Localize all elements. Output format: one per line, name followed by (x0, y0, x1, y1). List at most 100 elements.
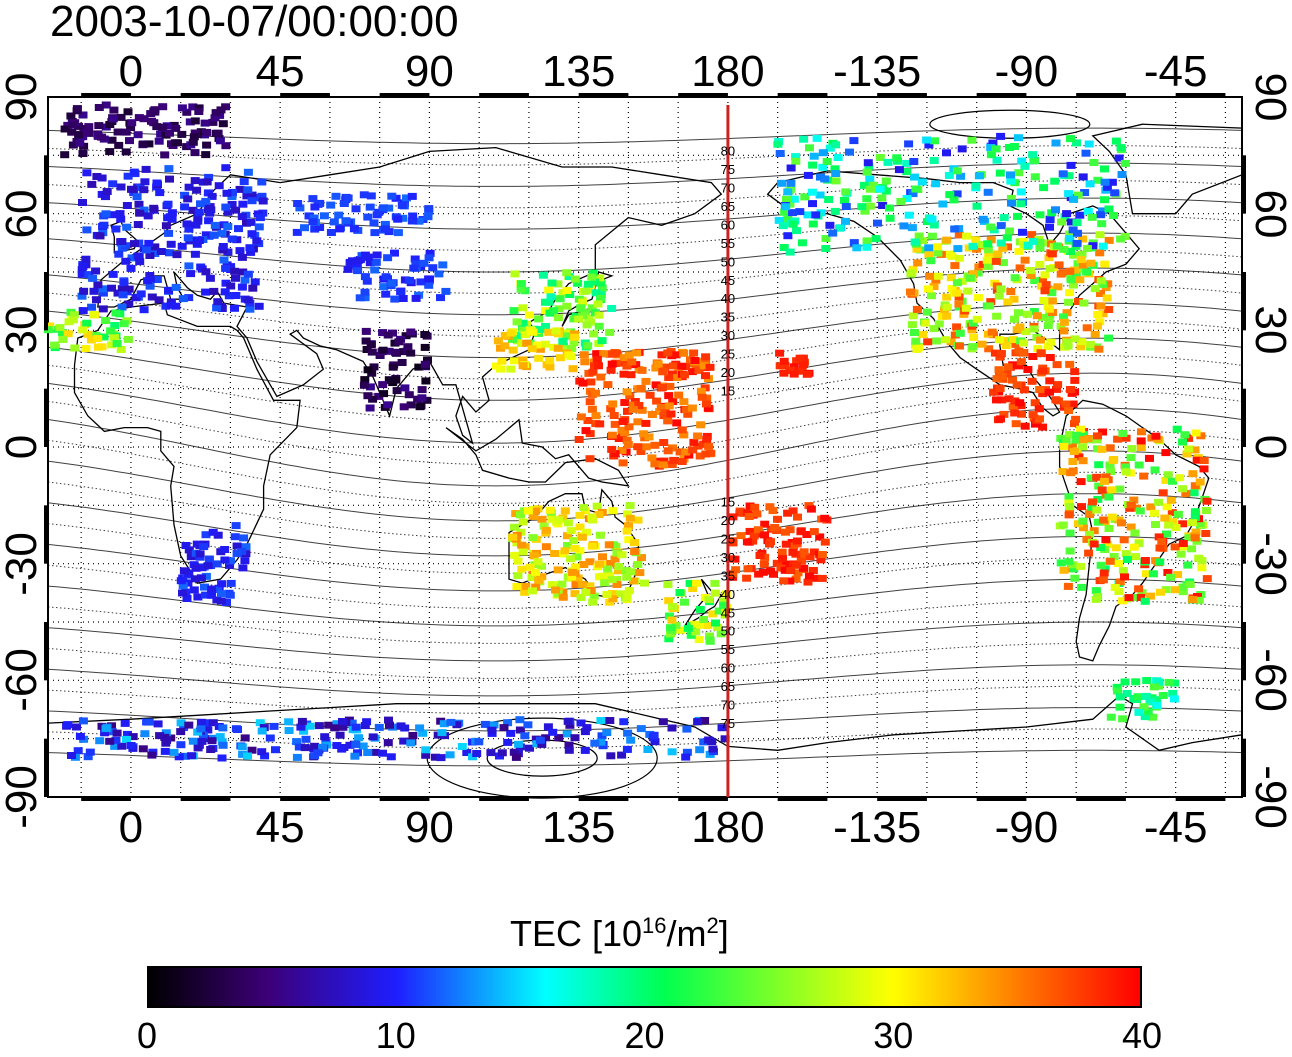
tec-cell (795, 354, 805, 362)
tec-cell (780, 208, 790, 216)
tec-cell (535, 345, 545, 353)
tec-cell (593, 300, 603, 308)
tec-cell (1045, 354, 1055, 361)
tec-cell (1079, 299, 1089, 307)
tec-cell (929, 221, 939, 229)
tec-cell (1071, 272, 1081, 280)
tec-cell (88, 274, 98, 282)
tec-cell (145, 252, 155, 259)
tec-cell (415, 724, 425, 732)
tec-cell (1023, 366, 1033, 373)
tec-cell (817, 574, 827, 582)
tec-cell (1146, 592, 1156, 600)
tec-cell (1109, 456, 1119, 463)
tec-cell (1072, 431, 1082, 439)
tec-cell (580, 358, 590, 366)
tec-cell (547, 581, 557, 589)
tec-cell (605, 717, 615, 724)
meridian-label: 20 (721, 365, 735, 380)
tec-cell (830, 165, 840, 173)
tec-cell (636, 384, 646, 392)
tec-cell (1109, 212, 1118, 219)
tec-cell (965, 274, 975, 282)
tec-cell (1053, 283, 1063, 291)
tec-cell (1038, 367, 1048, 375)
tec-cell (218, 724, 228, 732)
tec-cell (271, 746, 280, 754)
tec-cell (154, 137, 164, 145)
tec-cell (689, 438, 699, 446)
tec-cell (803, 171, 813, 179)
meridian-label: 65 (721, 679, 735, 694)
tec-cell (1006, 288, 1016, 295)
tec-cell (503, 738, 513, 746)
tec-cell (1164, 678, 1174, 686)
tec-cell (238, 750, 248, 758)
coastline-antarctica (47, 695, 1243, 798)
tec-cell (545, 357, 555, 365)
tec-cell (197, 564, 207, 572)
tec-cell (570, 563, 580, 571)
tec-cell (518, 319, 528, 327)
tec-cell (63, 121, 73, 129)
tec-cell (196, 128, 206, 136)
tec-cell (94, 122, 104, 130)
colorbar-title: TEC [1016/m2] (510, 913, 729, 954)
tec-cell (400, 724, 410, 732)
tec-cell (308, 195, 318, 203)
tec-cell (605, 572, 614, 580)
tec-cell (1075, 276, 1085, 284)
tec-cell (706, 449, 716, 457)
tec-cell (608, 595, 618, 603)
tec-cell (582, 724, 592, 732)
tec-cell (950, 331, 960, 339)
tec-cell (1095, 231, 1105, 239)
tec-cell (802, 370, 812, 378)
tec-cell (777, 548, 787, 556)
tec-cell (885, 204, 894, 212)
tec-cell (607, 576, 617, 583)
tec-cell (612, 549, 622, 557)
tec-cell (619, 370, 629, 378)
magnetic-contour (47, 578, 1243, 627)
tec-cell (924, 251, 934, 259)
tec-cell (1163, 569, 1173, 576)
tec-cell (1120, 159, 1130, 167)
tec-cell (122, 202, 132, 209)
tec-cell (1085, 340, 1095, 348)
tec-cell (375, 352, 385, 359)
tec-cell (1062, 309, 1072, 317)
tec-cell (780, 362, 790, 369)
tec-cell (1064, 499, 1074, 507)
tec-cell (393, 229, 403, 237)
tec-cell (1059, 442, 1069, 450)
tec-cell (1066, 218, 1076, 226)
tec-cell (587, 542, 597, 550)
tec-cell (520, 732, 530, 740)
tec-cell (436, 294, 445, 302)
tec-cell (117, 285, 127, 293)
tec-cell (1077, 583, 1087, 591)
tec-cell (963, 287, 973, 295)
tec-cell (1129, 496, 1139, 504)
tec-cell (72, 105, 82, 113)
tec-cell (534, 354, 544, 362)
tec-cell (430, 753, 440, 761)
tec-cell (1111, 544, 1121, 552)
tec-cell (386, 753, 396, 761)
tec-cell (545, 363, 555, 371)
tec-cell (991, 257, 1001, 265)
tec-cell (101, 725, 111, 733)
tec-cell (587, 273, 597, 281)
tec-cell (908, 312, 918, 320)
tec-cell (339, 200, 349, 207)
tec-cell (1054, 261, 1064, 269)
tec-cell (169, 748, 179, 756)
frame-bar-top (578, 93, 629, 97)
tec-cell (1052, 361, 1062, 369)
tec-cell (623, 729, 633, 737)
tec-cell (818, 163, 828, 171)
frame-bar-bottom (180, 797, 231, 801)
tec-cell (407, 192, 417, 200)
tec-cell (1065, 360, 1075, 368)
